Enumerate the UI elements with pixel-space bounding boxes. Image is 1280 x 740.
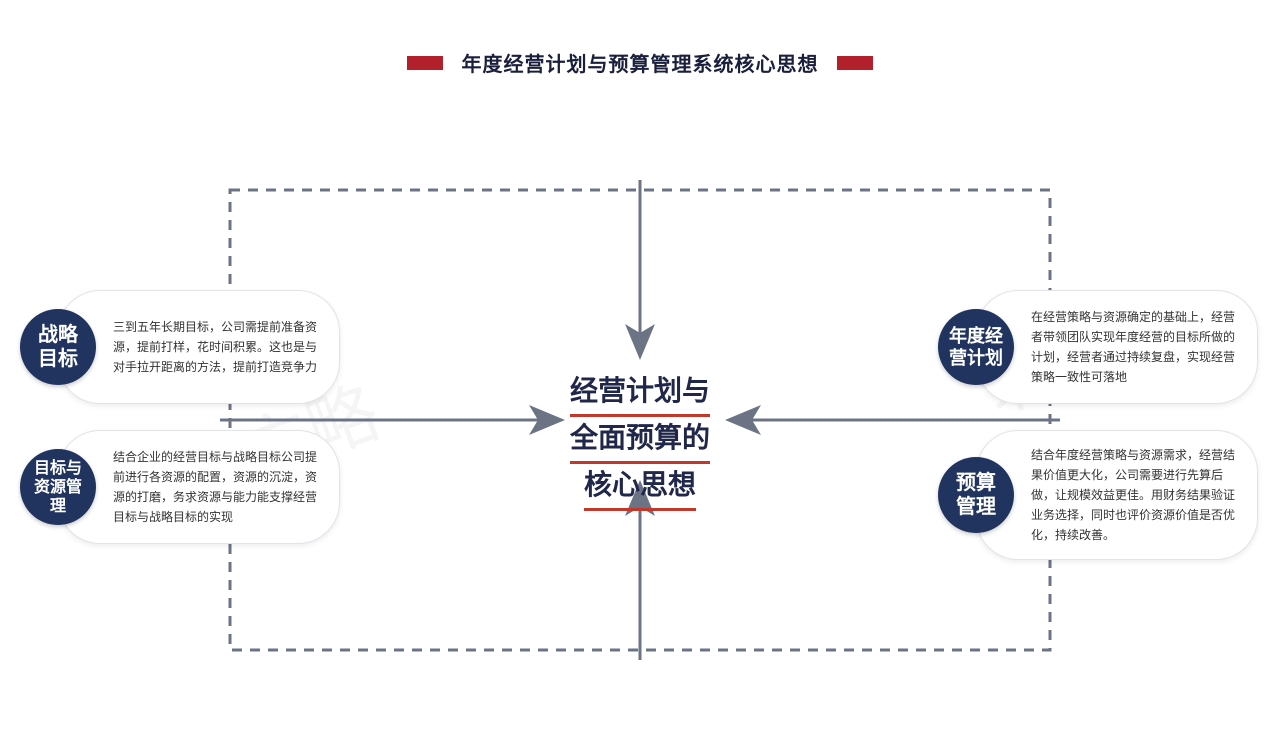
center-line-3: 核心思想	[540, 464, 740, 511]
title-row: 年度经营计划与预算管理系统核心思想	[0, 48, 1280, 77]
card-annual-plan: 在经营策略与资源确定的基础上，经营者带领团队实现年度经营的目标所做的计划，经营者…	[938, 290, 1258, 404]
center-concept: 经营计划与 全面预算的 核心思想	[540, 370, 740, 511]
badge-annual-plan: 年度经营计划	[938, 309, 1014, 385]
badge-budget-mgmt: 预算管理	[938, 457, 1014, 533]
center-line-1: 经营计划与	[540, 370, 740, 417]
card-desc: 在经营策略与资源确定的基础上，经营者带领团队实现年度经营的目标所做的计划，经营者…	[976, 290, 1258, 404]
page-title: 年度经营计划与预算管理系统核心思想	[462, 48, 819, 77]
diagram-stage: 年度经营计划与预算管理系统核心思想 北方略 北方略 经营计划与	[0, 0, 1280, 740]
card-desc: 结合企业的经营目标与战略目标公司提前进行各资源的配置，资源的沉淀，资源的打磨，务…	[58, 430, 340, 544]
card-desc: 三到五年长期目标，公司需提前准备资源，提前打样，花时间积累。这也是与对手拉开距离…	[58, 290, 340, 404]
card-budget-mgmt: 结合年度经营策略与资源需求，经营结果价值更大化，公司需要进行先算后做，让规模效益…	[938, 430, 1258, 560]
badge-strategic-goal: 战略目标	[20, 309, 96, 385]
card-desc: 结合年度经营策略与资源需求，经营结果价值更大化，公司需要进行先算后做，让规模效益…	[976, 430, 1258, 560]
badge-goal-resource-mgmt: 目标与资源管理	[20, 449, 96, 525]
card-goal-resource-mgmt: 结合企业的经营目标与战略目标公司提前进行各资源的配置，资源的沉淀，资源的打磨，务…	[20, 430, 340, 544]
title-bar-right	[837, 56, 873, 70]
card-strategic-goal: 三到五年长期目标，公司需提前准备资源，提前打样，花时间积累。这也是与对手拉开距离…	[20, 290, 340, 404]
center-line-2: 全面预算的	[540, 417, 740, 464]
title-bar-left	[407, 56, 443, 70]
